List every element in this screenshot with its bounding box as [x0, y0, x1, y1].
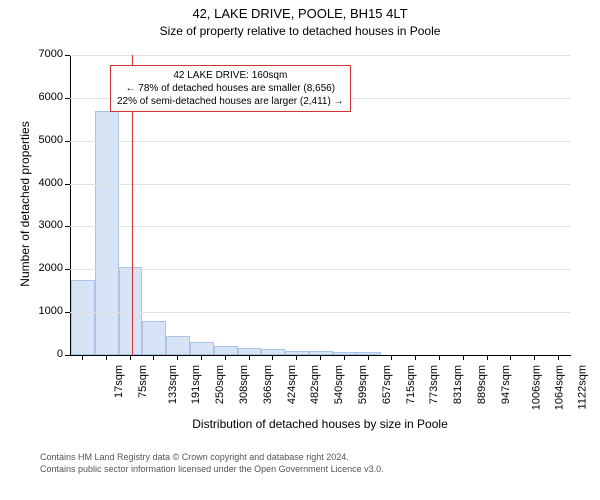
- y-tick-label: 0: [25, 348, 63, 360]
- x-tick-mark: [415, 355, 416, 360]
- x-tick-label: 17sqm: [113, 365, 125, 398]
- x-tick-mark: [225, 355, 226, 360]
- y-tick-mark: [65, 55, 70, 56]
- y-tick-mark: [65, 141, 70, 142]
- x-tick-label: 250sqm: [214, 365, 226, 404]
- x-axis-label: Distribution of detached houses by size …: [70, 417, 570, 431]
- x-tick-label: 308sqm: [238, 365, 250, 404]
- x-tick-label: 1006sqm: [530, 365, 542, 410]
- grid-line: [70, 226, 570, 227]
- y-tick-label: 2000: [25, 262, 63, 274]
- x-tick-label: 75sqm: [137, 365, 149, 398]
- x-tick-mark: [558, 355, 559, 360]
- x-tick-label: 715sqm: [405, 365, 417, 404]
- x-tick-label: 482sqm: [310, 365, 322, 404]
- grid-line: [70, 141, 570, 142]
- y-tick-mark: [65, 269, 70, 270]
- chart-subtitle: Size of property relative to detached ho…: [0, 24, 600, 38]
- y-tick-mark: [65, 184, 70, 185]
- annotation-line3: 22% of semi-detached houses are larger (…: [117, 95, 344, 108]
- histogram-bar: [238, 348, 262, 355]
- x-tick-label: 424sqm: [286, 365, 298, 404]
- histogram-bar: [119, 267, 143, 355]
- y-tick-label: 7000: [25, 48, 63, 60]
- x-tick-mark: [439, 355, 440, 360]
- annotation-line2: ← 78% of detached houses are smaller (8,…: [117, 82, 344, 95]
- credits: Contains HM Land Registry data © Crown c…: [40, 452, 384, 475]
- x-tick-mark: [368, 355, 369, 360]
- annotation-box: 42 LAKE DRIVE: 160sqm← 78% of detached h…: [110, 65, 351, 112]
- y-tick-mark: [65, 312, 70, 313]
- x-tick-label: 1064sqm: [554, 365, 566, 410]
- x-tick-label: 540sqm: [333, 365, 345, 404]
- y-tick-label: 1000: [25, 305, 63, 317]
- grid-line: [70, 184, 570, 185]
- grid-line: [70, 269, 570, 270]
- x-tick-mark: [130, 355, 131, 360]
- x-tick-label: 1122sqm: [577, 365, 589, 409]
- histogram-bar: [166, 336, 190, 355]
- y-tick-label: 3000: [25, 219, 63, 231]
- y-tick-mark: [65, 226, 70, 227]
- x-tick-mark: [177, 355, 178, 360]
- y-tick-mark: [65, 98, 70, 99]
- x-tick-mark: [510, 355, 511, 360]
- x-tick-label: 773sqm: [429, 365, 441, 404]
- credits-line2: Contains public sector information licen…: [40, 464, 384, 476]
- x-tick-mark: [153, 355, 154, 360]
- x-tick-mark: [296, 355, 297, 360]
- grid-line: [70, 55, 570, 56]
- x-tick-mark: [320, 355, 321, 360]
- x-tick-mark: [344, 355, 345, 360]
- x-tick-mark: [201, 355, 202, 360]
- grid-line: [70, 312, 570, 313]
- histogram-bar: [214, 346, 238, 355]
- x-tick-label: 657sqm: [381, 365, 393, 404]
- x-tick-mark: [487, 355, 488, 360]
- x-tick-mark: [249, 355, 250, 360]
- credits-line1: Contains HM Land Registry data © Crown c…: [40, 452, 384, 464]
- chart-title: 42, LAKE DRIVE, POOLE, BH15 4LT: [0, 6, 600, 21]
- x-tick-mark: [82, 355, 83, 360]
- x-tick-label: 599sqm: [357, 365, 369, 404]
- x-tick-label: 133sqm: [167, 365, 179, 404]
- y-tick-label: 6000: [25, 91, 63, 103]
- x-tick-mark: [391, 355, 392, 360]
- chart-container: 42, LAKE DRIVE, POOLE, BH15 4LT Size of …: [0, 0, 600, 500]
- x-tick-mark: [463, 355, 464, 360]
- x-tick-mark: [534, 355, 535, 360]
- y-tick-mark: [65, 355, 70, 356]
- histogram-bar: [95, 111, 119, 355]
- x-tick-label: 947sqm: [500, 365, 512, 404]
- x-tick-label: 889sqm: [476, 365, 488, 404]
- x-tick-label: 191sqm: [190, 365, 202, 404]
- x-tick-label: 831sqm: [452, 365, 464, 404]
- histogram-bar: [71, 280, 95, 355]
- y-tick-label: 5000: [25, 134, 63, 146]
- histogram-bar: [190, 342, 214, 355]
- x-tick-label: 366sqm: [262, 365, 274, 404]
- y-tick-label: 4000: [25, 177, 63, 189]
- histogram-bar: [142, 321, 166, 355]
- x-tick-mark: [106, 355, 107, 360]
- annotation-line1: 42 LAKE DRIVE: 160sqm: [117, 69, 344, 82]
- x-tick-mark: [272, 355, 273, 360]
